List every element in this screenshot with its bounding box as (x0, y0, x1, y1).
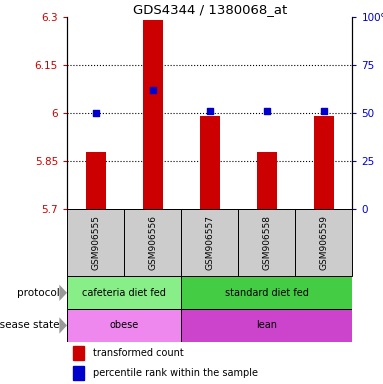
Polygon shape (59, 285, 67, 301)
Point (321, 108, 327, 114)
Point (207, 108, 213, 114)
Point (149, 87, 155, 93)
Bar (200, 116, 220, 209)
Text: percentile rank within the sample: percentile rank within the sample (93, 368, 258, 378)
Text: protocol: protocol (16, 288, 59, 298)
Text: obese: obese (110, 320, 139, 331)
Text: cafeteria diet fed: cafeteria diet fed (82, 288, 166, 298)
Polygon shape (59, 317, 67, 334)
Text: standard diet fed: standard diet fed (225, 288, 309, 298)
Bar (85, 152, 106, 209)
Bar (181, 276, 352, 309)
Bar (314, 116, 334, 209)
Point (264, 108, 270, 114)
Bar (142, 20, 163, 209)
Bar (181, 309, 352, 342)
Bar (181, 209, 238, 276)
Bar (238, 209, 295, 276)
Text: GSM906556: GSM906556 (148, 215, 157, 270)
Text: lean: lean (256, 320, 277, 331)
Text: GSM906558: GSM906558 (262, 215, 271, 270)
Bar (67, 276, 181, 309)
Bar (67, 209, 124, 276)
Title: GDS4344 / 1380068_at: GDS4344 / 1380068_at (133, 3, 287, 16)
Bar (124, 209, 181, 276)
Text: transformed count: transformed count (93, 348, 183, 358)
Bar (257, 152, 277, 209)
Text: GSM906555: GSM906555 (91, 215, 100, 270)
Point (93, 110, 99, 116)
Text: disease state: disease state (0, 320, 59, 331)
Bar (73, 366, 84, 380)
Text: GSM906557: GSM906557 (205, 215, 214, 270)
Bar (67, 309, 181, 342)
Bar (295, 209, 352, 276)
Text: GSM906559: GSM906559 (319, 215, 328, 270)
Bar (73, 346, 84, 359)
